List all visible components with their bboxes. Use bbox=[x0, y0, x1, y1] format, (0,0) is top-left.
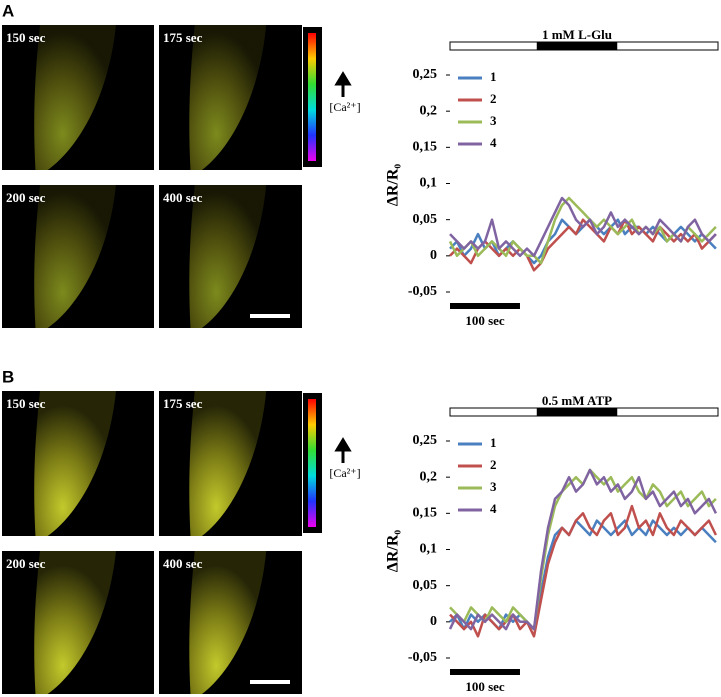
y-tick-label: 0,2 bbox=[420, 103, 438, 118]
arrow bbox=[334, 437, 352, 463]
legend-label: 3 bbox=[490, 479, 497, 494]
series-line bbox=[449, 196, 717, 258]
tile-label: 150 sec bbox=[6, 30, 46, 45]
y-tick-label: 0,25 bbox=[413, 433, 438, 448]
y-tick-label: 0,15 bbox=[413, 140, 438, 155]
legend-label: 1 bbox=[490, 435, 497, 450]
treatment-period bbox=[536, 408, 618, 416]
series-line bbox=[448, 196, 717, 265]
tile-label: 200 sec bbox=[6, 556, 46, 571]
treatment-period bbox=[536, 42, 618, 50]
y-tick-label: 0,05 bbox=[413, 212, 438, 227]
time-scale-label: 100 sec bbox=[465, 679, 505, 694]
y-tick-label: 0,25 bbox=[413, 67, 438, 82]
legend-label: 4 bbox=[490, 135, 497, 150]
time-scale-label: 100 sec bbox=[465, 313, 505, 328]
tile-label: 150 sec bbox=[6, 396, 46, 411]
tile-label: 175 sec bbox=[163, 30, 203, 45]
colorbar-label: [Ca²⁺] bbox=[329, 100, 360, 114]
scale-bar-image bbox=[250, 680, 290, 684]
y-tick-label: 0,1 bbox=[420, 176, 438, 191]
root-image bbox=[34, 185, 116, 328]
tile-label: 400 sec bbox=[163, 556, 203, 571]
y-tick-label: 0,05 bbox=[413, 578, 438, 593]
y-tick-label: 0,1 bbox=[420, 542, 438, 557]
time-scale-bar bbox=[450, 669, 520, 675]
y-tick-label: -0,05 bbox=[408, 650, 437, 665]
colorbar bbox=[308, 33, 316, 161]
colorbar bbox=[308, 399, 316, 527]
colorbar-label: [Ca²⁺] bbox=[329, 466, 360, 480]
root-image bbox=[189, 185, 267, 328]
y-tick-label: 0,2 bbox=[420, 469, 438, 484]
treatment-label: 0.5 mM ATP bbox=[542, 393, 612, 408]
y-axis-label: ΔR/R₀ bbox=[385, 530, 402, 573]
panel-letter: A bbox=[2, 1, 14, 20]
tile-label: 200 sec bbox=[6, 190, 46, 205]
y-tick-label: 0 bbox=[430, 614, 437, 629]
scale-bar-image bbox=[250, 314, 290, 318]
legend-label: 3 bbox=[490, 113, 497, 128]
legend-label: 2 bbox=[490, 91, 497, 106]
root-image bbox=[189, 551, 267, 694]
y-tick-label: -0,05 bbox=[408, 284, 437, 299]
root-image bbox=[34, 391, 116, 536]
series-line bbox=[449, 504, 718, 638]
legend-label: 4 bbox=[490, 501, 497, 516]
legend-label: 1 bbox=[490, 69, 497, 84]
legend-label: 2 bbox=[490, 457, 497, 472]
tile-label: 400 sec bbox=[163, 190, 203, 205]
arrow bbox=[334, 71, 352, 97]
panel-letter: B bbox=[2, 367, 14, 386]
series-line bbox=[449, 218, 717, 272]
time-scale-bar bbox=[450, 303, 520, 309]
tile-label: 175 sec bbox=[163, 396, 203, 411]
root-image bbox=[34, 551, 116, 694]
y-tick-label: 0 bbox=[430, 248, 437, 263]
series-line bbox=[448, 468, 718, 631]
y-axis-label: ΔR/R₀ bbox=[385, 164, 402, 207]
root-image bbox=[189, 25, 267, 170]
root-image bbox=[189, 391, 267, 536]
y-tick-label: 0,15 bbox=[413, 506, 438, 521]
treatment-label: 1 mM L-Glu bbox=[542, 27, 612, 42]
root-image bbox=[34, 25, 116, 170]
